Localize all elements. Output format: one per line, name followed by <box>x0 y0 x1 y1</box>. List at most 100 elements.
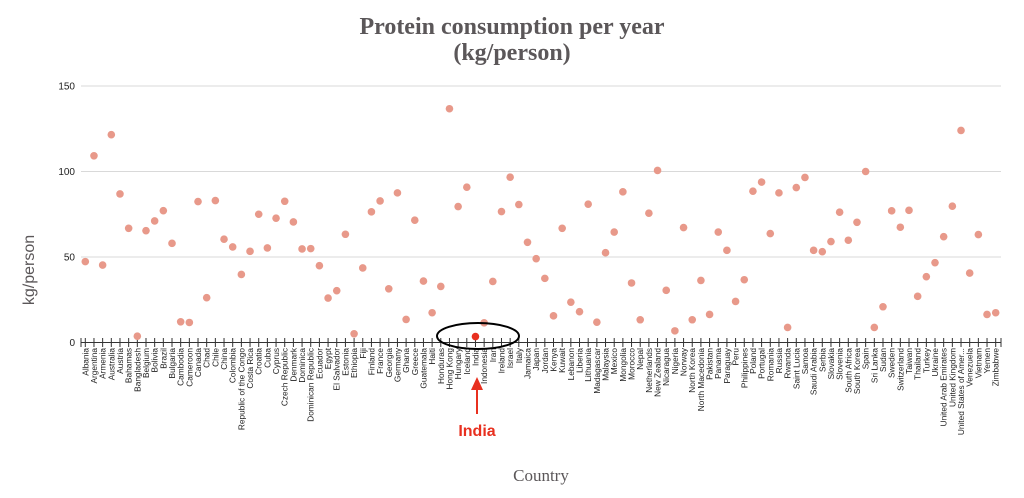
y-tick-label: 0 <box>69 338 75 349</box>
x-tick-label: Australia <box>106 348 116 381</box>
data-point <box>98 261 107 269</box>
x-tick-label: Poland <box>748 348 758 374</box>
x-tick-label: Ukraine <box>930 348 940 377</box>
gridlines <box>81 85 1001 258</box>
x-tick-label: Croatia <box>254 348 264 375</box>
data-point <box>298 245 306 253</box>
data-point <box>983 310 991 319</box>
chart-title-line-1: Protein consumption per year <box>359 14 664 40</box>
x-tick-label: Malaysia <box>601 348 611 381</box>
x-tick-label: Chad <box>202 348 212 368</box>
x-tick-label: Thailand <box>913 348 923 380</box>
data-point <box>922 272 931 281</box>
data-point <box>835 208 844 216</box>
data-point <box>116 190 124 198</box>
data-point <box>879 302 887 311</box>
x-tick-label: Peru <box>731 348 741 366</box>
x-tick-label: Japan <box>531 348 541 371</box>
data-point <box>228 243 237 251</box>
x-tick-label: Panama <box>713 348 723 379</box>
x-tick-label: Finland <box>366 348 376 376</box>
x-tick-label: South Korea <box>852 348 862 395</box>
data-point <box>740 275 749 284</box>
data-point <box>185 318 194 327</box>
data-point <box>436 282 445 291</box>
x-tick-label: Argentina <box>89 348 99 384</box>
x-tick-label: Italy <box>514 347 524 363</box>
x-axis-labels: AlbaniaArgentinaArmeniaAustraliaAustriaB… <box>80 347 1000 435</box>
x-tick-label: El Salvador <box>332 348 342 391</box>
data-point <box>775 189 783 197</box>
x-tick-label: Rwanda <box>783 348 793 379</box>
x-tick-label: Slovakia <box>826 348 836 380</box>
x-tick-label: Bulgaria <box>167 348 177 379</box>
data-point <box>124 224 133 233</box>
x-tick-label: Bangladesh <box>132 348 142 392</box>
x-tick-label: United Kingdom <box>947 348 957 407</box>
x-tick-label: Nigeria <box>670 348 680 375</box>
x-tick-label: China <box>219 348 229 370</box>
data-point <box>489 277 497 286</box>
x-tick-label: Bolivia <box>150 348 160 373</box>
data-point <box>211 196 220 205</box>
india-annotation: India <box>436 322 520 440</box>
data-point <box>384 285 393 293</box>
x-tick-label: Vietnam <box>973 348 983 378</box>
data-point <box>870 323 879 332</box>
data-point <box>523 238 532 247</box>
x-tick-label: Bahamas <box>124 348 134 383</box>
x-tick-label: Cameroon <box>184 348 194 387</box>
data-point <box>506 173 514 181</box>
data-point <box>90 151 98 160</box>
x-tick-label: Kuwait <box>557 347 567 373</box>
x-tick-label: India <box>470 348 480 366</box>
x-tick-label: Pakistan <box>705 348 715 380</box>
x-tick-label: Saudi Arabia <box>809 348 819 395</box>
data-point <box>428 308 436 317</box>
y-tick-label: 100 <box>58 167 75 178</box>
data-point <box>393 189 402 197</box>
data-point <box>289 218 298 226</box>
x-tick-label: Iran <box>488 348 498 363</box>
x-tick-label: Republic of the Congo <box>236 348 246 430</box>
x-tick-label: North Macedonia <box>696 348 706 412</box>
data-point-highlighted <box>471 332 480 341</box>
x-tick-label: South Africa <box>843 348 853 393</box>
data-point <box>844 236 853 245</box>
x-tick-label: Austria <box>115 348 125 374</box>
x-tick-label: Serbia <box>817 348 827 372</box>
x-tick-label: Cyprus <box>271 348 281 374</box>
x-tick-label: Ethiopia <box>349 348 359 378</box>
x-tick-label: Ecuador <box>314 348 324 379</box>
x-tick-label: United States of Amer... <box>956 348 966 435</box>
x-tick-label: Venezuela <box>965 348 975 387</box>
x-tick-label: Philippines <box>739 348 749 388</box>
data-point <box>150 217 159 225</box>
data-point <box>636 315 645 324</box>
x-tick-label: Portugal <box>757 348 767 379</box>
data-point <box>367 208 376 216</box>
data-point <box>341 230 350 239</box>
x-tick-label: Mexico <box>609 348 619 375</box>
x-tick-label: Turkey <box>921 347 931 373</box>
data-point <box>549 312 558 320</box>
x-tick-label: Sweden <box>887 348 897 378</box>
data-point <box>454 202 462 211</box>
data-point <box>714 228 723 236</box>
data-point <box>827 237 835 246</box>
data-point <box>532 254 540 263</box>
x-tick-label: Canada <box>193 348 203 377</box>
data-points <box>81 104 1000 341</box>
y-axis-title: kg/person <box>21 235 38 305</box>
x-tick-label: Haiti <box>427 348 437 365</box>
x-tick-label: Samoa <box>800 348 810 375</box>
data-point <box>315 261 324 270</box>
x-tick-label: Albania <box>80 348 90 376</box>
data-point <box>107 130 116 139</box>
x-tick-label: Paraguay <box>722 347 732 383</box>
data-point <box>705 310 714 319</box>
data-point <box>792 183 801 192</box>
y-axis-ticks: 0 50 100 150 <box>58 82 75 350</box>
data-point <box>263 244 272 252</box>
